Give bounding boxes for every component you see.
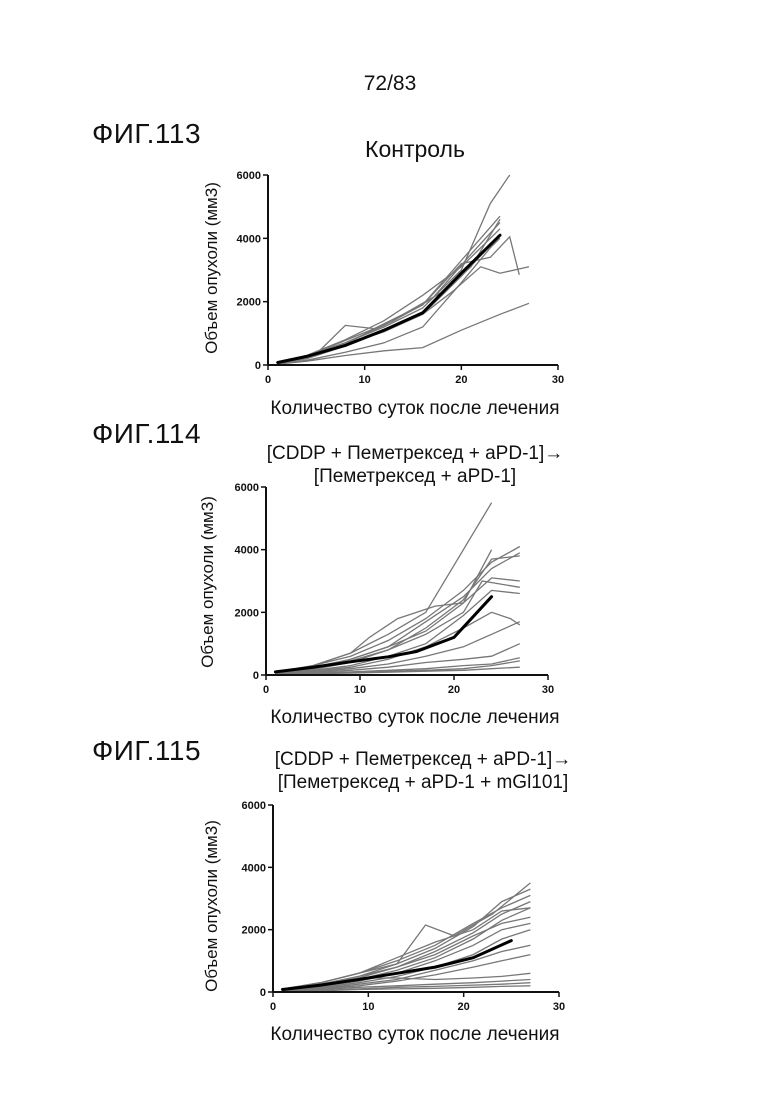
x-tick-label: 0: [265, 374, 271, 386]
chart-title-115: [CDDP + Пеметрексед + aPD-1]→ [Пеметрекс…: [258, 748, 588, 794]
figure-label-115: ФИГ.115: [92, 735, 201, 767]
x-tick-label: 0: [263, 684, 269, 696]
tumor-volume-chart-114: 0 10 20 30 0 2000 4000 6000: [220, 478, 570, 718]
x-tick-label: 20: [458, 1001, 470, 1013]
y-axis-label-113: Объем опухоли (мм3): [202, 148, 222, 388]
x-tick-label: 0: [270, 1001, 276, 1013]
chart-title-113-line-1: Контроль: [265, 138, 565, 161]
x-tick-label: 30: [553, 1001, 565, 1013]
y-tick-label: 2000: [235, 607, 259, 619]
individual-curve-5: [278, 229, 500, 362]
individual-curve-7: [275, 590, 519, 673]
figure-label-114: ФИГ.114: [92, 418, 201, 450]
chart-title-115-line-2: [Пеметрексед + aPD-1 + mGl101]: [258, 771, 588, 794]
x-axis-label-113: Количество суток после лечения: [230, 398, 600, 420]
individual-curve-1: [275, 503, 491, 672]
y-tick-label: 4000: [235, 545, 259, 557]
chart-title-114-line-1: [CDDP + Пеметрексед + aPD-1]→: [255, 442, 575, 465]
y-tick-label: 6000: [235, 482, 259, 494]
y-tick-label: 0: [253, 670, 259, 682]
y-tick-label: 6000: [237, 170, 261, 182]
y-tick-label: 6000: [242, 800, 266, 812]
individual-curve-2: [275, 550, 491, 673]
page-number: 72/83: [0, 72, 780, 96]
x-tick-label: 20: [448, 684, 460, 696]
tumor-volume-chart-115: 0 10 20 30 0 2000 4000 6000: [225, 795, 575, 1035]
x-tick-label: 30: [542, 684, 554, 696]
chart-title-115-line-1: [CDDP + Пеметрексед + aPD-1]→: [258, 748, 588, 771]
x-tick-label: 10: [359, 374, 371, 386]
x-tick-label: 30: [552, 374, 564, 386]
y-axis-label-114: Объем опухоли (мм3): [198, 462, 218, 702]
individual-curve-14: [275, 581, 519, 673]
x-axis-label-115: Количество суток после лечения: [230, 1024, 600, 1046]
x-tick-label: 10: [354, 684, 366, 696]
y-tick-label: 2000: [242, 925, 266, 937]
chart-title-113: Контроль: [265, 138, 565, 161]
y-tick-label: 2000: [237, 297, 261, 309]
individual-curve-6: [275, 578, 519, 673]
y-tick-label: 4000: [242, 862, 266, 874]
y-tick-label: 0: [255, 360, 261, 372]
x-axis-label-114: Количество суток после лечения: [230, 707, 600, 729]
figure-label-113: ФИГ.113: [92, 118, 201, 150]
y-tick-label: 0: [260, 987, 266, 999]
individual-curve-2: [278, 175, 510, 363]
tumor-volume-chart-113: 0 10 20 30 0 2000 4000 6000: [220, 165, 570, 405]
y-axis-label-115: Объем опухоли (мм3): [202, 786, 222, 1026]
y-tick-label: 4000: [237, 233, 261, 245]
x-tick-label: 20: [455, 374, 467, 386]
x-tick-label: 10: [362, 1001, 374, 1013]
